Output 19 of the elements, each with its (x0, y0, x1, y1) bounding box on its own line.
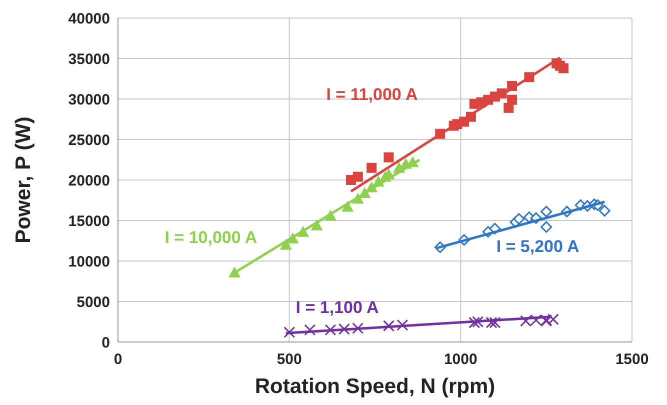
series-label: I = 10,000 A (164, 228, 258, 247)
y-tick-label: 25000 (68, 132, 110, 149)
y-tick-label: 5000 (76, 294, 110, 311)
series-label: I = 1,100 A (296, 298, 379, 317)
y-tick-label: 30000 (68, 91, 110, 108)
y-axis-title: Power, P (W) (12, 116, 35, 244)
series-label: I = 11,000 A (326, 85, 418, 104)
y-tick-label: 20000 (68, 172, 110, 190)
y-tick-label: 40000 (68, 10, 110, 28)
x-tick-label: 500 (276, 351, 302, 368)
y-tick-label: 0 (102, 334, 110, 352)
x-tick-label: 1000 (444, 351, 478, 368)
y-tick-label: 15000 (68, 212, 110, 230)
x-tick-label: 1500 (615, 351, 649, 368)
x-tick-label: 0 (114, 351, 122, 368)
x-axis-title: Rotation Speed, N (rpm) (254, 375, 496, 398)
y-tick-label: 35000 (68, 50, 110, 68)
series-label: I = 5,200 A (496, 236, 580, 256)
y-tick-label: 10000 (68, 253, 110, 270)
